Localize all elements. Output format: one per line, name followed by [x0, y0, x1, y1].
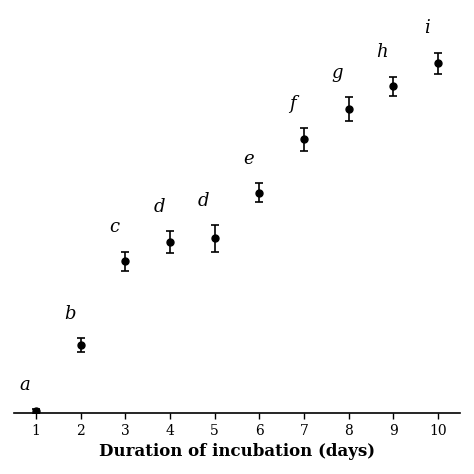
- Text: a: a: [19, 376, 30, 394]
- Text: h: h: [376, 44, 388, 62]
- X-axis label: Duration of incubation (days): Duration of incubation (days): [99, 443, 375, 460]
- Text: g: g: [332, 64, 343, 82]
- Text: d: d: [153, 198, 164, 216]
- Text: d: d: [198, 191, 210, 210]
- Text: i: i: [424, 19, 429, 37]
- Text: e: e: [243, 150, 254, 168]
- Text: c: c: [109, 219, 119, 237]
- Text: f: f: [290, 95, 296, 113]
- Text: b: b: [64, 305, 75, 323]
